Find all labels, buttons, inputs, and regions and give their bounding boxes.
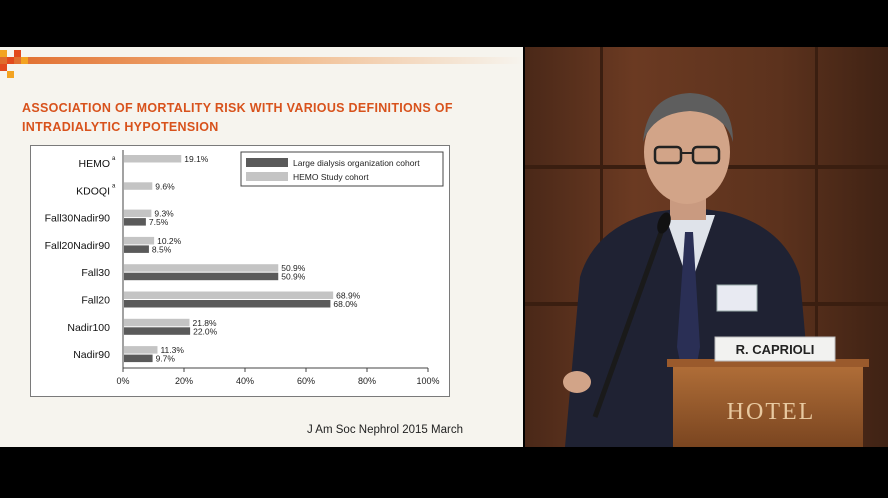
bar [124, 218, 146, 226]
bar-value-label: 9.6% [155, 181, 175, 191]
bar-value-label: 7.5% [149, 217, 169, 227]
x-tick-label: 60% [297, 376, 315, 386]
speaker-nameplate: R. CAPRIOLI [736, 342, 815, 357]
legend-label: Large dialysis organization cohort [293, 158, 420, 168]
legend-swatch [246, 158, 288, 167]
bar-chart-canvas: 0% 20% 40% 60% 80% 100%HEMO a 19.1%KDOQI a 9.6%Fa… [45, 150, 444, 386]
bar [124, 300, 331, 308]
bar-value-label: 50.9% [281, 272, 306, 282]
bar-value-label: 8.5% [152, 244, 172, 254]
bar-value-label: 9.7% [156, 354, 176, 364]
bar [124, 245, 149, 253]
bar [124, 182, 153, 190]
bar-value-label: 21.8% [192, 318, 217, 328]
x-tick-label: 0% [116, 376, 129, 386]
x-tick-label: 20% [175, 376, 193, 386]
legend-label: HEMO Study cohort [293, 172, 369, 182]
citation: J Am Soc Nephrol 2015 March [307, 424, 463, 436]
legend-box [240, 151, 444, 187]
bar [124, 264, 279, 272]
bar [124, 291, 334, 299]
bar-value-label: 22.0% [193, 326, 218, 336]
bar [124, 327, 191, 335]
category-label: HEMO [79, 158, 111, 170]
category-label: KDOQI [76, 185, 110, 197]
microphone [592, 212, 671, 418]
bar [124, 236, 155, 245]
bar-value-label: 10.2% [157, 236, 182, 246]
speaker-video: R. CAPRIOLI HOTEL [525, 47, 888, 447]
bar-value-label: 9.3% [154, 209, 174, 219]
bar [124, 354, 153, 363]
slide-header-decoration [0, 50, 523, 78]
bar-value-label: 50.9% [281, 263, 306, 273]
x-tick-label: 100% [416, 376, 439, 386]
bar-value-label: 19.1% [184, 154, 209, 164]
category-label: Fall20 [81, 295, 110, 307]
x-tick-label: 40% [236, 376, 254, 386]
category-label: Fall30 [81, 267, 110, 279]
legend-swatch [246, 172, 288, 181]
category-label: Fall30Nadir90 [45, 213, 111, 225]
bar-value-label: 68.0% [333, 299, 358, 309]
category-footnote-mark: a [112, 156, 116, 162]
bar [124, 209, 152, 218]
category-label: Nadir90 [73, 349, 110, 361]
bar [124, 155, 182, 163]
slide-title: ASSOCIATION OF MORTALITY RISK WITH VARIO… [22, 101, 453, 134]
category-label: Nadir100 [67, 322, 110, 334]
bar [124, 318, 190, 327]
x-tick-label: 80% [358, 376, 376, 386]
podium: R. CAPRIOLI HOTEL [667, 336, 869, 447]
bar-value-label: 11.3% [160, 345, 184, 355]
category-footnote-mark: a [112, 183, 116, 189]
bar-value-label: 68.9% [336, 291, 361, 301]
podium-logo-text: HOTEL [727, 399, 816, 425]
bar [124, 272, 279, 281]
bar-chart: 0% 20% 40% 60% 80% 100% HEMO a 19.1% KDOQI a 9.6% Fa… [30, 145, 450, 397]
bar [124, 346, 158, 354]
presentation-slide: ASSOCIATION OF MORTALITY RISK WITH VARIO… [0, 47, 523, 447]
category-label: Fall20Nadir90 [45, 240, 111, 252]
